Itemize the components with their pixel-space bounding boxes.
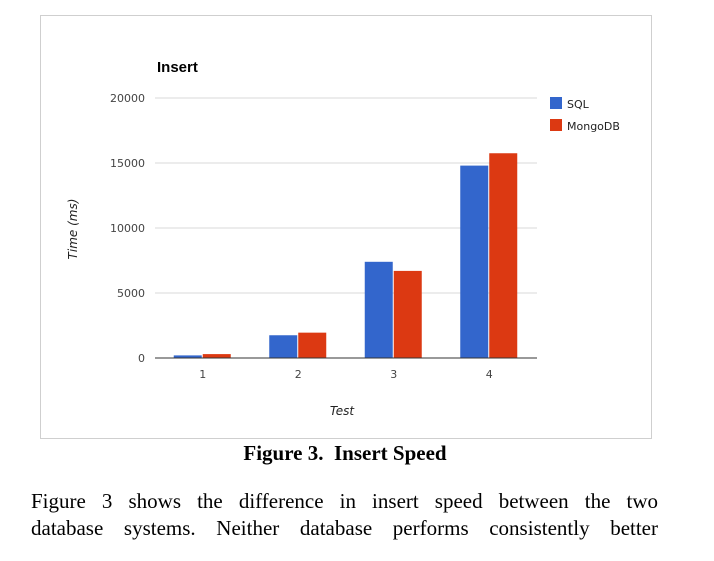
- y-tick-label: 20000: [110, 92, 145, 105]
- body-paragraph: Figure 3 shows the difference in insert …: [31, 488, 658, 542]
- x-tick-labels: 1 2 3 4: [199, 368, 493, 381]
- paragraph-line-2: database systems. Neither database perfo…: [31, 516, 658, 540]
- bar-mongodb-3: [393, 270, 422, 358]
- paragraph-line-1: Figure 3 shows the difference in insert …: [31, 489, 658, 513]
- bar-sql-2: [269, 335, 298, 358]
- bars: [173, 153, 518, 358]
- x-tick-label: 1: [199, 368, 206, 381]
- x-tick-label: 3: [390, 368, 397, 381]
- x-tick-label: 4: [486, 368, 493, 381]
- bar-sql-3: [364, 261, 393, 358]
- bar-mongodb-4: [489, 153, 518, 358]
- bar-mongodb-1: [202, 354, 231, 358]
- insert-bar-chart: Insert 0 5000 10000 15000 20000 1 2 3 4 Test Ti…: [66, 59, 620, 418]
- bar-sql-4: [460, 165, 489, 358]
- y-tick-label: 15000: [110, 157, 145, 170]
- chart-frame: Insert 0 5000 10000 15000 20000 1 2 3 4 Test Ti…: [40, 15, 652, 439]
- bar-sql-1: [173, 355, 202, 358]
- x-axis-title: Test: [330, 404, 355, 418]
- y-tick-label: 10000: [110, 222, 145, 235]
- y-tick-label: 0: [138, 352, 145, 365]
- legend-swatch-mongodb: [550, 119, 562, 131]
- legend-label-sql: SQL: [567, 98, 590, 111]
- legend: SQL MongoDB: [550, 97, 620, 133]
- figure-caption: Figure 3. Insert Speed: [243, 441, 447, 465]
- x-tick-label: 2: [295, 368, 302, 381]
- legend-swatch-sql: [550, 97, 562, 109]
- y-tick-label: 5000: [117, 287, 145, 300]
- chart-title: Insert: [157, 59, 198, 76]
- bar-mongodb-2: [298, 332, 327, 358]
- legend-label-mongodb: MongoDB: [567, 120, 620, 133]
- y-axis-title: Time (ms): [66, 199, 80, 260]
- y-tick-labels: 0 5000 10000 15000 20000: [110, 92, 145, 365]
